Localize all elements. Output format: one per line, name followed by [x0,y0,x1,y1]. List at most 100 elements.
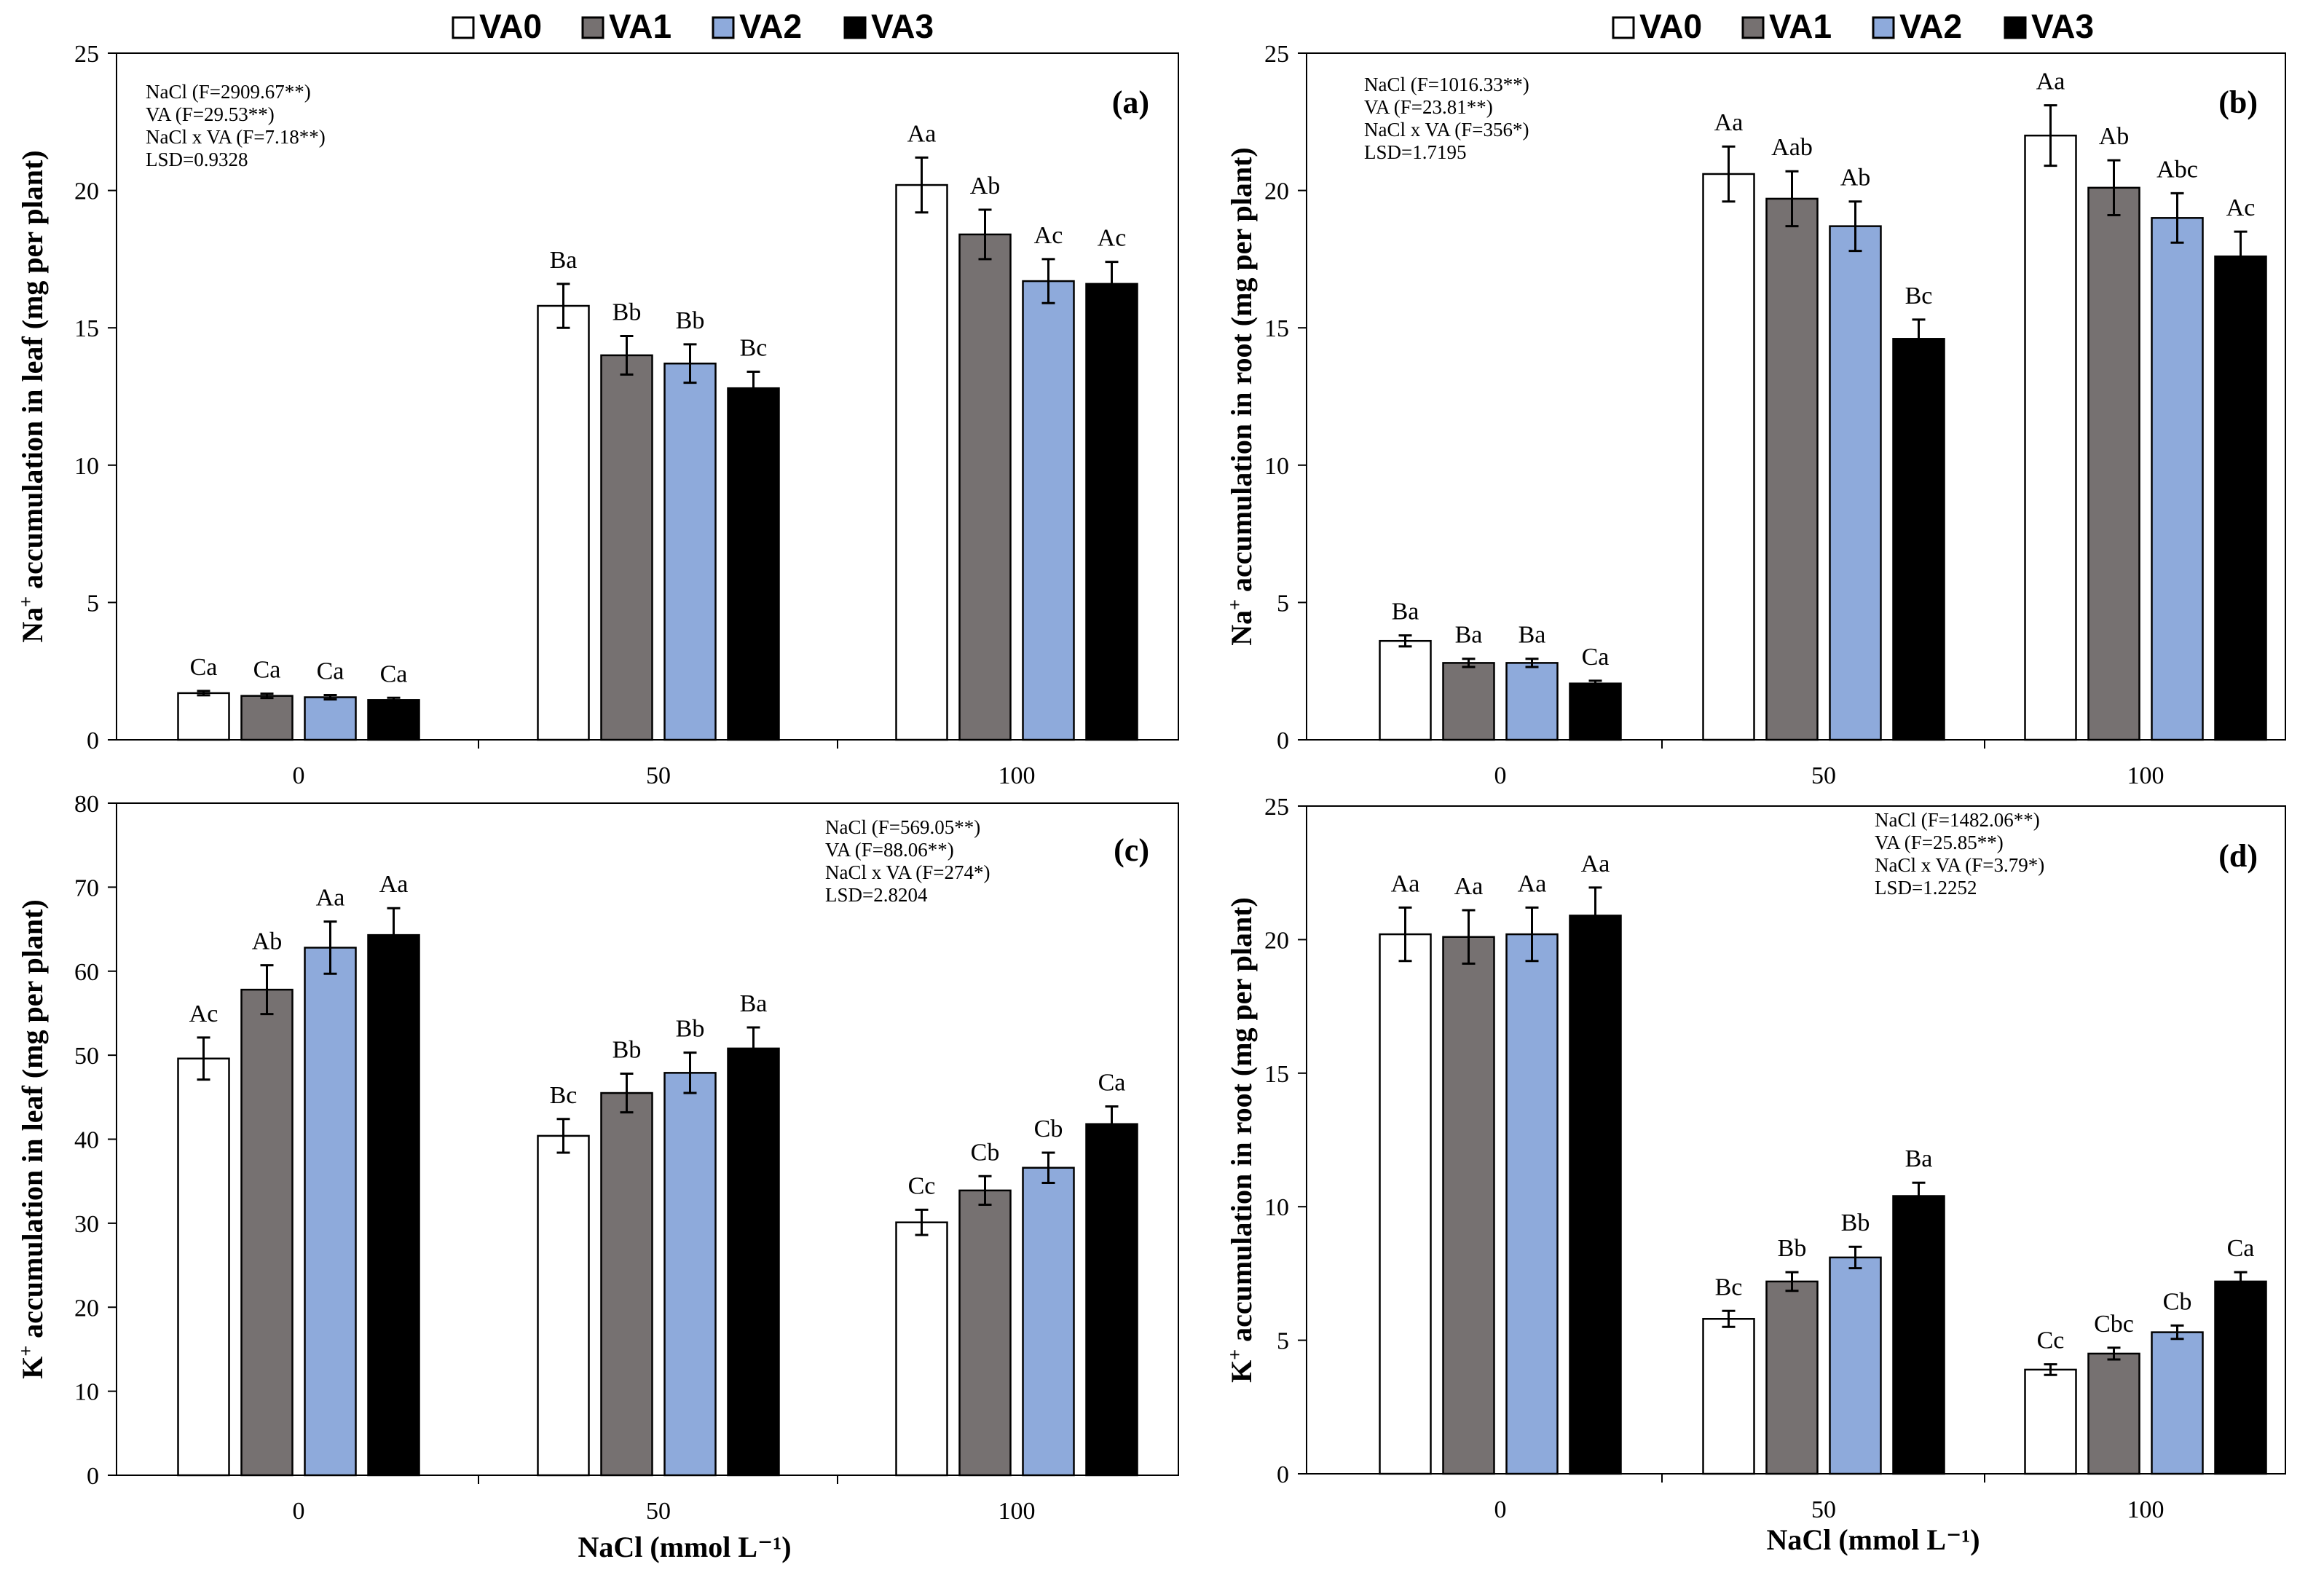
significance-label: Bc [1715,1274,1743,1300]
bar-va2 [2151,217,2204,741]
bar-va2 [304,696,357,741]
significance-label: Cc [908,1172,936,1199]
significance-label: Bb [676,307,705,334]
bar-va0 [1379,933,1432,1475]
legend-label-va2: VA2 [739,7,802,45]
significance-label: Aa [1391,870,1420,897]
bar-va1 [240,695,294,741]
significance-label: Ca [1098,1070,1126,1097]
significance-label: Aa [1518,870,1547,897]
y-tick-label: 60 [74,959,99,986]
significance-label: Ba [1519,622,1546,649]
legend-swatch-va2 [712,16,735,39]
legend-label-va3: VA3 [871,7,934,45]
bar-va1 [240,988,294,1477]
y-tick-label: 70 [74,875,99,901]
bar-va2 [663,1072,717,1477]
significance-label: Bb [1778,1235,1807,1262]
legend-label-va1: VA1 [609,7,671,45]
legend-label-va2: VA2 [1899,7,1962,45]
bar-va0 [177,1057,230,1477]
bar-va3 [1569,682,1622,741]
y-axis-title-ion: Na [1225,610,1258,646]
significance-label: Bc [740,335,768,362]
bar-va3 [1085,1123,1138,1477]
y-tick-label: 5 [87,590,99,617]
stats-line: NaCl (F=1482.06**) [1875,809,2040,831]
stats-line: NaCl x VA (F=274*) [825,861,990,883]
bar-va3 [1892,338,1945,741]
y-axis-title-charge: + [1224,1349,1245,1360]
bar-va2 [1829,225,1882,741]
significance-label: Aa [2036,68,2065,95]
bar-va1 [2087,1352,2140,1475]
stats-line: NaCl x VA (F=7.18**) [146,126,326,148]
significance-label: Bb [612,299,642,326]
panel-c-letter: (c) [1114,832,1149,868]
bar-va0 [537,304,590,741]
y-tick-label: 10 [74,453,99,480]
bar-va1 [1765,1280,1819,1475]
y-axis-title-charge: + [15,596,36,607]
bar-va2 [1505,662,1559,741]
x-tick-label: 50 [646,762,671,789]
y-tick-label: 30 [74,1211,99,1238]
x-tick-label: 0 [1494,762,1507,789]
y-tick-label: 80 [74,791,99,818]
significance-label: Abc [2156,156,2198,183]
legend-label-va0: VA0 [479,7,542,45]
bar-va3 [727,387,780,741]
legend-swatch-va3 [843,16,867,39]
y-tick-label: 20 [74,1295,99,1322]
y-axis-title: Na+ accumulation in root (mg per plant) [1224,147,1258,645]
bar-va1 [600,354,653,741]
stats-line: LSD=2.8204 [825,884,928,906]
stats-line: NaCl x VA (F=356*) [1364,119,1529,141]
y-axis-title-text: accumulation in root (mg per plant) [1225,897,1258,1349]
significance-label: Aa [316,885,345,912]
y-axis-title-ion: K [16,1357,49,1379]
y-tick-label: 0 [87,1463,99,1490]
y-axis-title-charge: + [1224,599,1245,610]
bar-va1 [600,1092,653,1477]
y-tick-label: 15 [74,315,99,342]
significance-label: Ab [970,173,1001,200]
y-axis-title: Na+ accumulation in leaf (mg per plant) [15,150,50,642]
bar-va0 [537,1134,590,1477]
significance-label: Ca [190,654,218,681]
y-tick-label: 0 [87,727,99,754]
significance-label: Aa [1714,109,1744,136]
stats-line: NaCl (F=2909.67**) [146,81,311,103]
y-tick-label: 10 [74,1379,99,1406]
significance-label: Ca [317,658,344,685]
legend-swatch-va3 [2004,16,2027,39]
x-tick-label: 0 [293,1498,305,1525]
y-tick-label: 40 [74,1127,99,1154]
stats-line: LSD=1.7195 [1364,141,1466,163]
significance-label: Ab [1840,165,1871,192]
bar-va1 [2087,186,2140,741]
significance-label: Ab [252,928,283,955]
y-tick-label: 20 [1264,178,1289,205]
x-tick-label: 50 [1811,1496,1836,1523]
y-tick-label: 50 [74,1043,99,1070]
bar-va0 [2024,1368,2077,1475]
significance-label: Cbc [2094,1311,2134,1338]
bar-va0 [895,183,948,741]
x-tick-label: 50 [1811,762,1836,789]
y-axis-title-text: accumulation in root (mg per plant) [1225,147,1258,599]
legend-swatch-va1 [581,16,604,39]
bar-va2 [2151,1331,2204,1475]
bar-va1 [1765,197,1819,741]
bar-va3 [1569,915,1622,1475]
significance-label: Ac [189,1000,218,1027]
significance-label: Ba [740,990,768,1017]
legend-top-left: VA0 VA1 VA2 VA3 [452,7,934,45]
panel-b-chart: 0 5 10 15 20 25 0 50 100 Na+ accumulation in root… [1224,41,2286,789]
y-axis-title-ion: K [1225,1360,1258,1383]
bar-va3 [1085,283,1138,741]
bar-va2 [304,947,357,1477]
significance-label: Bb [1841,1209,1870,1236]
significance-label: Cb [2163,1288,2192,1315]
